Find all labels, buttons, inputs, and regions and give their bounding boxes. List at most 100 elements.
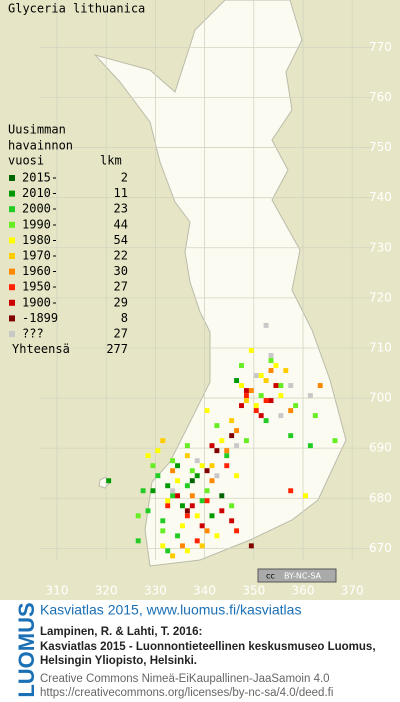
occurrence-square xyxy=(224,448,230,454)
occurrence-square xyxy=(234,528,240,534)
occurrence-square xyxy=(184,453,190,459)
occurrence-square xyxy=(263,398,269,404)
occurrence-square xyxy=(239,403,244,409)
occurrence-square xyxy=(268,368,274,373)
occurrence-square xyxy=(175,463,180,469)
occurrence-square xyxy=(253,403,259,409)
occurrence-square xyxy=(175,478,180,484)
occurrence-square xyxy=(243,438,249,444)
occurrence-square xyxy=(278,413,284,419)
occurrence-square xyxy=(209,463,215,469)
badge-box xyxy=(257,568,337,583)
occurrence-square xyxy=(243,388,249,394)
occurrence-square xyxy=(194,473,200,479)
logo: LUOMUS xyxy=(14,602,39,697)
legend-label: 2000- xyxy=(22,202,58,216)
occurrence-square xyxy=(194,538,200,544)
legend-count: 11 xyxy=(114,186,128,200)
occurrence-square xyxy=(180,503,185,509)
occurrence-square xyxy=(204,488,210,494)
occurrence-square xyxy=(184,483,190,489)
legend-swatch xyxy=(9,253,15,259)
occurrence-square xyxy=(307,393,313,399)
occurrence-square xyxy=(155,473,161,479)
legend-count: 2 xyxy=(121,171,128,185)
x-tick-label: 310 xyxy=(46,584,69,598)
y-tick-label: 670 xyxy=(369,541,392,555)
occurrence-square xyxy=(219,508,225,514)
occurrence-square xyxy=(248,348,254,353)
occurrence-square xyxy=(263,322,269,328)
occurrence-square xyxy=(189,503,195,509)
occurrence-square xyxy=(199,543,205,549)
total-count: 277 xyxy=(106,342,128,356)
citation: Lampinen, R. & Lahti, T. 2016: xyxy=(40,626,202,638)
occurrence-square xyxy=(184,548,190,554)
y-tick-label: 720 xyxy=(369,290,392,304)
x-tick-label: 370 xyxy=(341,584,364,598)
legend-label: 1990- xyxy=(22,217,58,231)
occurrence-square xyxy=(209,443,215,449)
occurrence-square xyxy=(165,503,171,509)
occurrence-square xyxy=(184,513,190,519)
y-tick-label: 700 xyxy=(369,391,392,405)
legend-count: 54 xyxy=(114,233,128,247)
occurrence-square xyxy=(160,438,166,444)
occurrence-square xyxy=(253,408,259,414)
x-tick-label: 350 xyxy=(242,584,265,598)
legend-label: 1970- xyxy=(22,249,58,263)
occurrence-square xyxy=(229,503,235,509)
occurrence-square xyxy=(243,398,249,404)
x-tick-label: 340 xyxy=(193,584,216,598)
y-tick-label: 760 xyxy=(369,90,392,104)
x-tick-label: 360 xyxy=(292,584,315,598)
occurrence-square xyxy=(209,478,215,484)
occurrence-square xyxy=(273,363,279,368)
occurrence-square xyxy=(273,383,279,389)
country-outline xyxy=(93,0,347,567)
occurrence-square xyxy=(150,488,156,494)
legend-count: 44 xyxy=(114,217,128,231)
occurrence-square xyxy=(135,513,141,519)
occurrence-square xyxy=(199,498,205,504)
badge-cc: cc xyxy=(266,572,275,581)
citation: Helsingin Yliopisto, Helsinki. xyxy=(40,655,197,667)
y-tick-label: 770 xyxy=(369,40,392,54)
occurrence-square xyxy=(160,528,166,534)
badge-text: BY-NC-SA xyxy=(284,572,322,581)
occurrence-square xyxy=(234,443,240,449)
legend-count: 27 xyxy=(114,327,128,341)
legend-count: 27 xyxy=(114,280,128,294)
license-url: https://creativecommons.org/licenses/by-… xyxy=(40,687,333,699)
y-tick-label: 750 xyxy=(369,140,392,154)
occurrence-square xyxy=(175,533,180,539)
occurrence-square xyxy=(219,438,225,444)
license-badge: cc BY-NC-SA xyxy=(257,568,337,583)
legend-label: -1899 xyxy=(22,311,58,325)
occurrence-square xyxy=(258,393,264,399)
legend-count: 8 xyxy=(121,311,128,325)
citation: Kasviatlas 2015 - Luonnontieteellinen ke… xyxy=(40,641,376,653)
occurrence-square xyxy=(170,458,176,464)
legend-count-header: lkm xyxy=(100,154,122,168)
footer-heading: Kasviatlas 2015, www.luomus.fi/kasviatla… xyxy=(40,602,301,618)
y-tick-label: 730 xyxy=(369,240,392,254)
occurrence-square xyxy=(165,483,171,489)
legend-label: 2010- xyxy=(22,186,58,200)
occurrence-square xyxy=(303,493,308,499)
total-label: Yhteensä xyxy=(12,342,70,356)
legend-label: 1900- xyxy=(22,295,58,309)
legend-swatch xyxy=(9,284,15,291)
occurrence-square xyxy=(165,548,171,554)
occurrence-square xyxy=(204,528,210,534)
occurrence-square xyxy=(268,358,274,363)
occurrence-square xyxy=(263,378,269,383)
occurrence-square xyxy=(199,463,205,469)
legend-count: 29 xyxy=(114,295,128,309)
occurrence-square xyxy=(288,383,294,389)
occurrence-square xyxy=(258,373,264,378)
occurrence-square xyxy=(234,473,240,479)
occurrence-square xyxy=(145,508,151,514)
occurrence-square xyxy=(239,383,244,389)
